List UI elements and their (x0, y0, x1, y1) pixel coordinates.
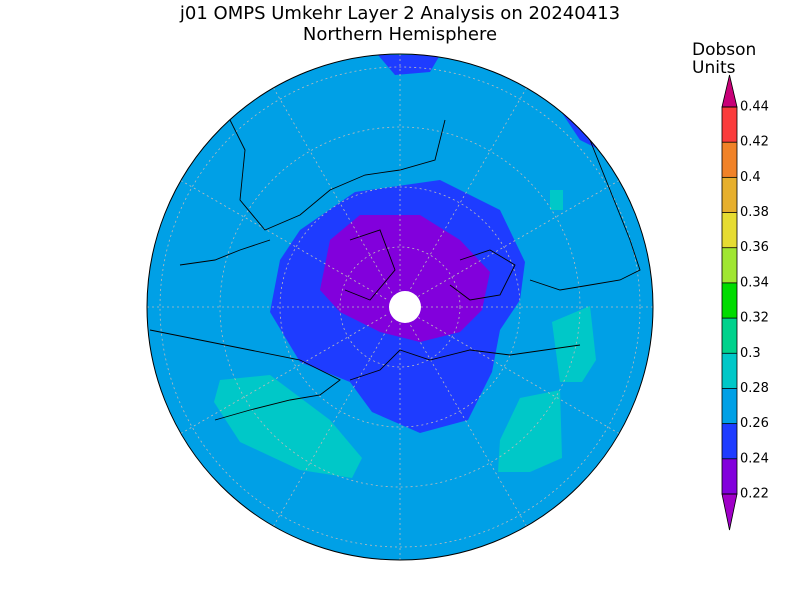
coastline (224, 109, 446, 231)
colorbar-band (722, 318, 737, 354)
tick-label: 0.38 (740, 205, 769, 220)
tick-label: 0.32 (740, 311, 769, 326)
ozone-region (320, 215, 490, 342)
ozone-region (378, 55, 440, 75)
latitude-circle (219, 126, 581, 488)
tick-label: 0.28 (740, 381, 769, 396)
coastline (344, 229, 396, 301)
latitude-circle (159, 66, 641, 548)
pole-hole (389, 291, 421, 323)
colorbar-band (722, 388, 737, 424)
map (146, 53, 654, 561)
tick-label: 0.4 (740, 170, 761, 185)
colorbar-band (722, 247, 737, 283)
tick-label: 0.36 (740, 240, 769, 255)
colorbar-label: Dobson Units (692, 40, 756, 78)
coastline (149, 329, 341, 421)
coastline (179, 239, 271, 266)
chart-title: j01 OMPS Umkehr Layer 2 Analysis on 2024… (179, 3, 620, 24)
ozone-region (550, 190, 563, 210)
tick-label: 0.24 (740, 451, 769, 466)
latitude-circle (339, 246, 461, 368)
colorbar-band (722, 353, 737, 389)
colorbar-band (722, 458, 737, 494)
latitude-circle (279, 186, 521, 428)
tick-label: 0.3 (740, 346, 761, 361)
chart-subtitle: Northern Hemisphere (303, 24, 497, 45)
colorbar-over (721, 74, 738, 108)
coastline (529, 139, 641, 291)
colorbar-under (721, 493, 738, 531)
ozone-region (552, 306, 596, 382)
tick-label: 0.26 (740, 416, 769, 431)
colorbar: 0.22 0.24 0.26 0.28 0.3 0.32 0.34 0.36 0.38 0.4 0.… (721, 74, 769, 531)
tick-label: 0.22 (740, 487, 769, 502)
colorbar-band (722, 212, 737, 248)
tick-label: 0.42 (740, 135, 769, 150)
map-border (146, 53, 654, 561)
colorbar-band (722, 142, 737, 178)
coastline (349, 344, 581, 381)
ozone-region (498, 390, 562, 472)
colorbar-band (722, 423, 737, 459)
tick-label: 0.34 (740, 275, 769, 290)
colorbar-band (722, 177, 737, 213)
colorbar-band (722, 282, 737, 319)
colorbar-band (722, 107, 737, 143)
coastline (449, 249, 516, 301)
ozone-region (214, 375, 362, 478)
tick-label: 0.44 (740, 100, 769, 115)
